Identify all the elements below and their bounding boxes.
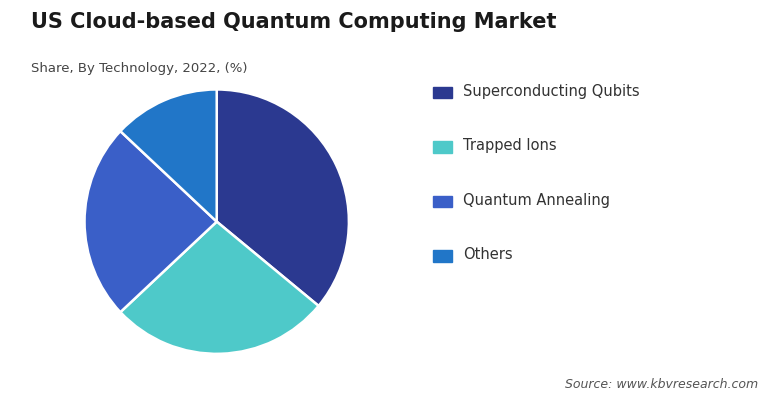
Text: US Cloud-based Quantum Computing Market: US Cloud-based Quantum Computing Market <box>31 12 557 32</box>
Wedge shape <box>121 222 319 354</box>
Text: Others: Others <box>464 247 513 262</box>
Text: Superconducting Qubits: Superconducting Qubits <box>464 84 640 99</box>
Text: Quantum Annealing: Quantum Annealing <box>464 193 611 208</box>
Text: Share, By Technology, 2022, (%): Share, By Technology, 2022, (%) <box>31 62 248 75</box>
Wedge shape <box>84 131 217 312</box>
Wedge shape <box>121 89 217 222</box>
Text: Source: www.kbvresearch.com: Source: www.kbvresearch.com <box>565 378 759 391</box>
Wedge shape <box>217 89 349 306</box>
Text: Trapped Ions: Trapped Ions <box>464 139 557 154</box>
